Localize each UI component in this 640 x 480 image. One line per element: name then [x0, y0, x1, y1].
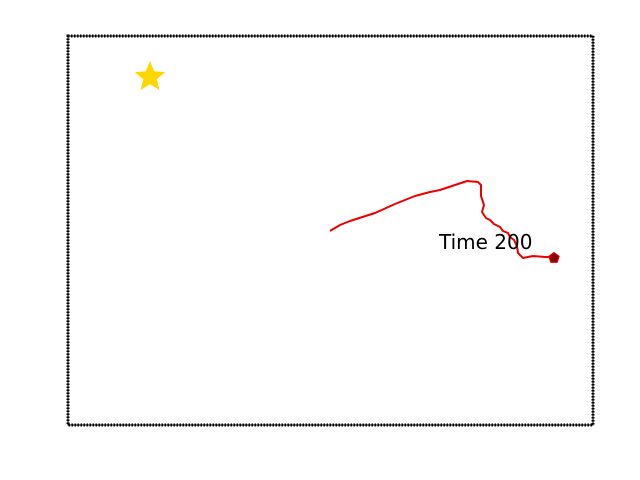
goal-star	[134, 61, 166, 90]
arena-border-inner	[67, 35, 594, 426]
trajectory	[329, 180, 554, 259]
time-label: Time 200	[438, 230, 532, 254]
agent-marker	[548, 251, 560, 263]
